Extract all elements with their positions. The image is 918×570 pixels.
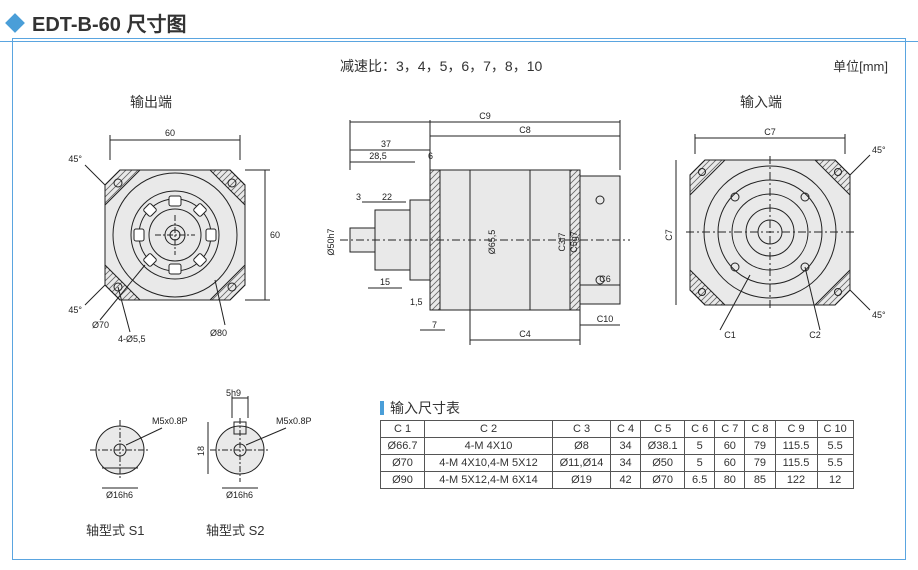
svg-text:5h9: 5h9 [226,388,241,398]
ratio-text: 减速比：3，4，5，6，7，8，10 [340,56,542,76]
table-header: C 6 [685,421,715,438]
table-row: Ø66.74-M 4X10Ø834Ø38.156079115.55.5 [381,438,854,455]
table-row: Ø704-M 4X10,4-M 5X12Ø11,Ø1434Ø5056079115… [381,455,854,472]
table-row: Ø904-M 5X12,4-M 6X14Ø1942Ø706.5808512212 [381,472,854,489]
shaft-s2-label: 轴型式 S2 [206,520,265,539]
table-cell: Ø70 [641,472,685,489]
svg-text:Ø70: Ø70 [92,320,109,330]
svg-text:Ø65,5: Ø65,5 [487,230,497,255]
svg-text:C5g7: C5g7 [569,231,579,253]
table-cell: 122 [775,472,817,489]
output-end-drawing: 60 45° 45° 60 Ø70 4-Ø5,5 Ø80 [50,120,310,360]
svg-text:M5x0.8P: M5x0.8P [276,416,312,426]
table-cell: 5.5 [817,455,853,472]
svg-text:C6: C6 [599,274,611,284]
svg-text:C7: C7 [764,127,776,137]
svg-text:C8: C8 [519,125,531,135]
table-cell: Ø8 [553,438,611,455]
table-cell: 4-M 5X12,4-M 6X14 [425,472,553,489]
table-cell: 115.5 [775,438,817,455]
table-cell: Ø38.1 [641,438,685,455]
svg-text:45°: 45° [68,154,82,164]
table-cell: 34 [611,438,641,455]
page-header: EDT-B-60 尺寸图 [0,0,918,42]
table-header: C 3 [553,421,611,438]
svg-text:1,5: 1,5 [410,297,423,307]
table-cell: 4-M 4X10 [425,438,553,455]
table-cell: 60 [715,455,745,472]
svg-text:3: 3 [356,192,361,202]
table-cell: 5 [685,455,715,472]
table-header: C 7 [715,421,745,438]
table-title-text: 输入尺寸表 [390,398,460,418]
table-cell: 34 [611,455,641,472]
table-cell: 115.5 [775,455,817,472]
svg-text:60: 60 [165,128,175,138]
shaft-s1-label: 轴型式 S1 [86,520,145,539]
svg-text:60: 60 [270,230,280,240]
svg-text:C7: C7 [664,229,674,241]
svg-text:C10: C10 [597,314,614,324]
svg-text:Ø50h7: Ø50h7 [326,228,336,255]
svg-text:Ø16h6: Ø16h6 [106,490,133,500]
svg-text:C9: C9 [479,111,491,121]
side-view-drawing: C9 C8 37 28,5 6 Ø50h7 Ø65,5 C3f7 C5g7 3 … [320,110,650,360]
svg-text:Ø16h6: Ø16h6 [226,490,253,500]
table-cell: Ø11,Ø14 [553,455,611,472]
table-header: C 9 [775,421,817,438]
diamond-icon [5,13,25,33]
svg-text:4-Ø5,5: 4-Ø5,5 [118,334,146,344]
svg-text:15: 15 [380,277,390,287]
table-cell: Ø90 [381,472,425,489]
table-cell: Ø19 [553,472,611,489]
svg-text:6: 6 [428,151,433,161]
table-header: C 10 [817,421,853,438]
svg-text:45°: 45° [872,145,886,155]
table-cell: 80 [715,472,745,489]
svg-text:37: 37 [381,139,391,149]
svg-text:C3f7: C3f7 [557,232,567,251]
table-title: 输入尺寸表 [380,398,460,418]
input-view-label: 输入端 [740,92,782,112]
page-title: EDT-B-60 尺寸图 [32,8,186,37]
table-header: C 2 [425,421,553,438]
table-cell: 60 [715,438,745,455]
table-header: C 1 [381,421,425,438]
spec-table: C 1C 2C 3C 4C 5C 6C 7C 8C 9C 10 Ø66.74-M… [380,420,854,489]
table-cell: Ø70 [381,455,425,472]
table-cell: 79 [745,438,775,455]
table-header: C 5 [641,421,685,438]
table-cell: 5.5 [817,438,853,455]
accent-bar-icon [380,401,384,415]
svg-text:C4: C4 [519,329,531,339]
svg-text:18: 18 [196,446,206,456]
table-cell: Ø50 [641,455,685,472]
svg-text:45°: 45° [872,310,886,320]
svg-text:45°: 45° [68,305,82,315]
table-cell: 85 [745,472,775,489]
unit-text: 单位[mm] [833,56,888,75]
svg-text:7: 7 [432,320,437,330]
shaft-s1-drawing: M5x0.8P Ø16h6 [70,400,190,510]
svg-text:Ø80: Ø80 [210,328,227,338]
table-cell: 79 [745,455,775,472]
table-cell: 6.5 [685,472,715,489]
svg-text:C2: C2 [809,330,821,340]
svg-text:22: 22 [382,192,392,202]
table-header: C 8 [745,421,775,438]
input-end-drawing: C7 45° 45° C7 C1 C2 [660,120,890,350]
table-cell: 12 [817,472,853,489]
svg-text:M5x0.8P: M5x0.8P [152,416,188,426]
svg-text:28,5: 28,5 [369,151,387,161]
table-cell: 4-M 4X10,4-M 5X12 [425,455,553,472]
table-cell: 5 [685,438,715,455]
shaft-s2-drawing: 5h9 M5x0.8P 18 Ø16h6 [190,388,330,510]
table-header: C 4 [611,421,641,438]
table-cell: 42 [611,472,641,489]
output-view-label: 输出端 [130,92,172,112]
svg-text:C1: C1 [724,330,736,340]
table-cell: Ø66.7 [381,438,425,455]
